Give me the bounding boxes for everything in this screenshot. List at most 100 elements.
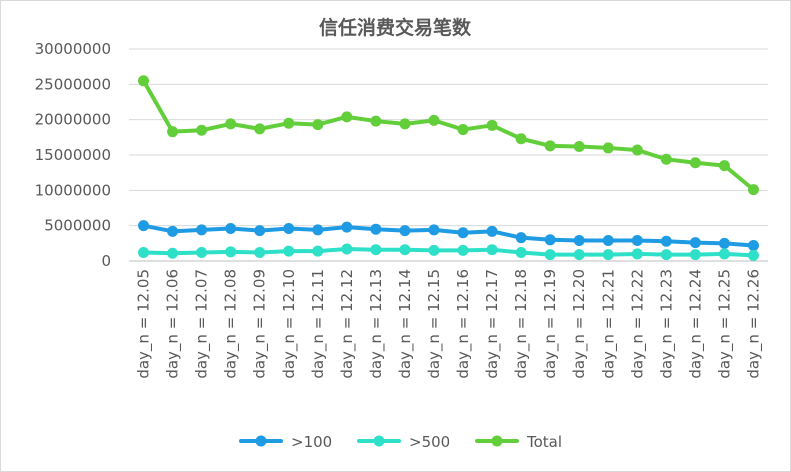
data-point-gt500: [602, 249, 614, 261]
series-layer: [138, 75, 759, 261]
x-tick-label: day_n = 12.25: [715, 269, 734, 379]
data-point-gt500: [196, 247, 208, 259]
x-tick-label: day_n = 12.17: [483, 269, 502, 379]
x-tick-label: day_n = 12.13: [367, 269, 386, 379]
data-point-total: [602, 142, 614, 154]
data-point-total: [544, 140, 556, 152]
data-point-total: [573, 141, 585, 153]
legend-label: >100: [291, 433, 332, 451]
x-axis: day_n = 12.05 day_n = 12.06 day_n = 12.07 d…: [135, 269, 764, 379]
x-tick-label: day_n = 12.15: [425, 269, 444, 379]
x-tick-label: day_n = 12.20: [570, 269, 589, 379]
data-point-gt100: [602, 235, 614, 247]
data-point-gt100: [225, 222, 237, 234]
data-point-gt100: [544, 234, 556, 246]
x-tick-label: day_n = 12.07: [193, 269, 212, 379]
data-point-total: [138, 75, 150, 87]
data-point-gt100: [515, 232, 527, 244]
data-point-total: [457, 124, 469, 136]
x-tick-label: day_n = 12.26: [744, 269, 763, 379]
data-point-total: [196, 124, 208, 136]
data-point-gt500: [718, 248, 730, 260]
series-line-gt500: [141, 246, 756, 258]
data-point-gt500: [254, 247, 266, 259]
data-point-gt500: [631, 248, 643, 260]
data-point-gt500: [399, 244, 411, 256]
x-tick-label: day_n = 12.12: [338, 269, 357, 379]
data-point-total: [341, 111, 353, 123]
legend-item-gt100: >100: [239, 433, 332, 451]
data-point-total: [399, 118, 411, 130]
data-point-gt500: [573, 249, 585, 261]
data-point-gt100: [718, 237, 730, 249]
x-tick-label: day_n = 12.24: [686, 269, 705, 379]
y-tick-label: 15000000: [35, 146, 111, 164]
data-point-gt500: [544, 249, 556, 261]
x-tick-label: day_n = 12.09: [251, 269, 270, 379]
y-axis: 0 5000000 10000000 15000000 20000000 25000000…: [35, 40, 111, 270]
data-point-total: [254, 123, 266, 135]
data-point-total: [225, 118, 237, 130]
data-point-total: [747, 184, 759, 196]
data-point-gt500: [283, 245, 295, 257]
data-point-gt100: [312, 224, 324, 236]
data-point-gt500: [515, 247, 527, 259]
data-point-gt500: [660, 249, 672, 261]
legend: >100 >500 Total: [239, 433, 562, 451]
data-point-total: [312, 119, 324, 131]
y-tick-label: 25000000: [35, 75, 111, 93]
y-tick-label: 30000000: [35, 40, 111, 58]
data-point-gt100: [428, 224, 440, 236]
data-point-total: [515, 133, 527, 145]
data-point-gt500: [689, 249, 701, 261]
data-point-gt100: [631, 235, 643, 247]
data-point-gt100: [573, 235, 585, 247]
x-tick-label: day_n = 12.08: [222, 269, 241, 379]
series-total: [138, 75, 759, 196]
legend-marker: [373, 435, 385, 447]
data-point-gt100: [138, 220, 150, 232]
data-point-gt500: [225, 246, 237, 258]
data-point-gt100: [486, 225, 498, 237]
series-line-gt100: [141, 223, 756, 248]
data-point-total: [718, 160, 730, 172]
series-gt500: [138, 243, 759, 261]
data-point-gt500: [138, 247, 150, 259]
data-point-gt500: [312, 245, 324, 257]
x-tick-label: day_n = 12.14: [396, 269, 415, 379]
x-tick-label: day_n = 12.16: [454, 269, 473, 379]
legend-label: >500: [409, 433, 450, 451]
data-point-gt100: [689, 237, 701, 249]
legend-item-total: Total: [475, 433, 562, 451]
legend-marker: [491, 435, 503, 447]
data-point-total: [428, 114, 440, 126]
y-tick-label: 0: [101, 252, 111, 270]
data-point-gt100: [283, 222, 295, 234]
data-point-total: [486, 119, 498, 131]
gridlines: [129, 48, 768, 262]
data-point-gt100: [457, 227, 469, 239]
data-point-gt500: [341, 243, 353, 255]
data-point-gt500: [486, 244, 498, 256]
data-point-gt100: [196, 224, 208, 236]
x-tick-label: day_n = 12.19: [541, 269, 560, 379]
data-point-gt100: [660, 235, 672, 247]
data-point-gt500: [167, 247, 179, 259]
data-point-gt100: [341, 221, 353, 233]
y-tick-label: 20000000: [35, 111, 111, 129]
data-point-gt100: [254, 225, 266, 237]
x-tick-label: day_n = 12.21: [599, 269, 618, 379]
x-tick-label: day_n = 12.11: [309, 269, 328, 379]
series-line-total: [141, 78, 756, 192]
data-point-total: [660, 153, 672, 165]
data-point-gt100: [399, 225, 411, 237]
data-point-total: [283, 117, 295, 129]
data-point-gt500: [457, 244, 469, 256]
data-point-gt500: [428, 244, 440, 256]
data-point-gt500: [747, 249, 759, 261]
x-tick-label: day_n = 12.10: [280, 269, 299, 379]
x-tick-label: day_n = 12.23: [657, 269, 676, 379]
data-point-total: [631, 144, 643, 156]
